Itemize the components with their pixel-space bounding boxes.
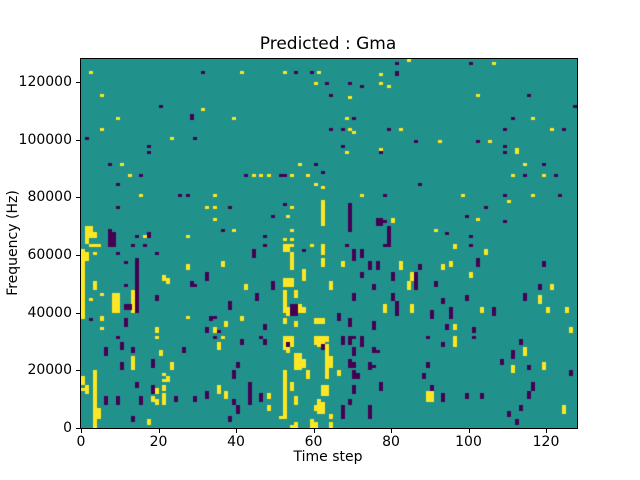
x-tick-mark <box>391 429 392 433</box>
y-tick-mark <box>76 428 80 429</box>
x-tick-label: 20 <box>149 434 168 450</box>
y-tick-label: 120000 <box>18 74 72 91</box>
x-tick-mark <box>468 429 470 433</box>
y-tick-mark <box>76 139 80 141</box>
y-tick-label: 20000 <box>27 362 72 379</box>
plot-title: Predicted : Gma <box>259 34 397 54</box>
y-tick-mark <box>76 197 80 199</box>
y-tick-label: 0 <box>63 420 72 436</box>
heatmap-plot-area <box>80 58 578 429</box>
y-tick-label: 100000 <box>18 131 72 148</box>
y-tick-mark <box>76 82 80 84</box>
x-tick-mark <box>313 429 315 433</box>
y-tick-label: 40000 <box>27 304 72 321</box>
x-tick-label: 40 <box>227 434 245 450</box>
x-axis-label: Time step <box>293 449 363 465</box>
heatmap-canvas <box>81 59 577 428</box>
x-tick-mark <box>81 429 82 433</box>
x-tick-label: 0 <box>76 434 86 450</box>
y-tick-mark <box>76 312 80 314</box>
x-tick-label: 80 <box>382 434 400 450</box>
x-tick-mark <box>546 429 547 433</box>
x-tick-mark <box>236 429 237 433</box>
y-tick-label: 80000 <box>27 189 72 206</box>
y-tick-label: 60000 <box>27 247 72 264</box>
x-tick-label: 120 <box>532 434 560 450</box>
x-tick-label: 60 <box>304 434 323 450</box>
x-tick-label: 100 <box>455 434 482 450</box>
y-tick-mark <box>76 370 80 372</box>
y-tick-mark <box>76 255 80 257</box>
x-tick-mark <box>158 429 160 433</box>
